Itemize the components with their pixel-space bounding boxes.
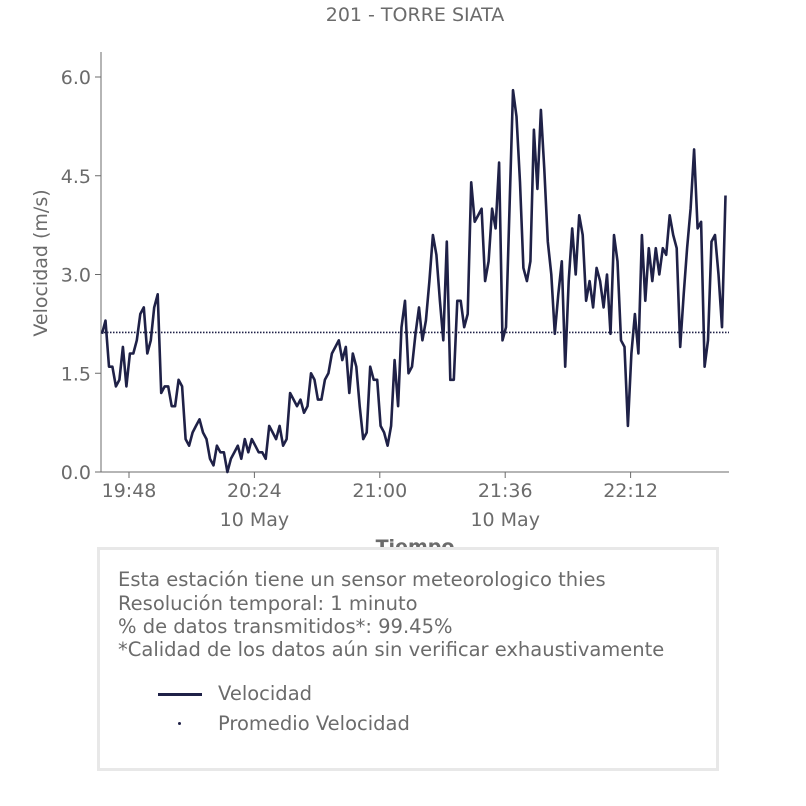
axes (100, 52, 729, 473)
legend-dot-swatch (178, 722, 181, 725)
info-quality-text: *Calidad de los datos aún sin verificar … (118, 638, 665, 661)
y-tick-label: 1.5 (61, 363, 91, 385)
legend-label-velocidad: Velocidad (218, 682, 313, 705)
x-tick-date-label: 10 May (470, 509, 540, 531)
x-tick-label: 19:48 (102, 480, 157, 502)
y-tick-label: 6.0 (61, 67, 91, 89)
x-ticks: 19:48 20:24 10 May 21:00 21:36 10 May 22:12 (102, 472, 658, 531)
info-resolution-text: Resolución temporal: 1 minuto (118, 592, 418, 615)
x-tick-date-label: 10 May (220, 509, 290, 531)
chart-title: 201 - TORRE SIATA (326, 4, 505, 26)
info-sensor-text: Esta estación tiene un sensor meteorolog… (118, 568, 606, 591)
y-axis-title: Velocidad (m/s) (30, 189, 52, 336)
x-tick-label: 22:12 (603, 480, 658, 502)
x-tick-label: 21:00 (352, 480, 407, 502)
info-transmitted-text: % de datos transmitidos*: 99.45% (118, 615, 453, 638)
y-tick-label: 0.0 (61, 462, 91, 484)
info-box: Esta estación tiene un sensor meteorolog… (97, 547, 719, 771)
x-tick-label: 21:36 (478, 480, 533, 502)
legend-line-swatch (158, 693, 202, 696)
y-tick-label: 3.0 (61, 265, 91, 287)
x-tick-label: 20:24 (227, 480, 282, 502)
y-ticks: 0.0 1.5 3.0 4.5 6.0 (61, 67, 101, 484)
legend-label-promedio: Promedio Velocidad (218, 712, 410, 735)
plot-series (100, 88, 729, 474)
y-tick-label: 4.5 (61, 166, 91, 188)
series-line-velocidad (100, 88, 727, 474)
